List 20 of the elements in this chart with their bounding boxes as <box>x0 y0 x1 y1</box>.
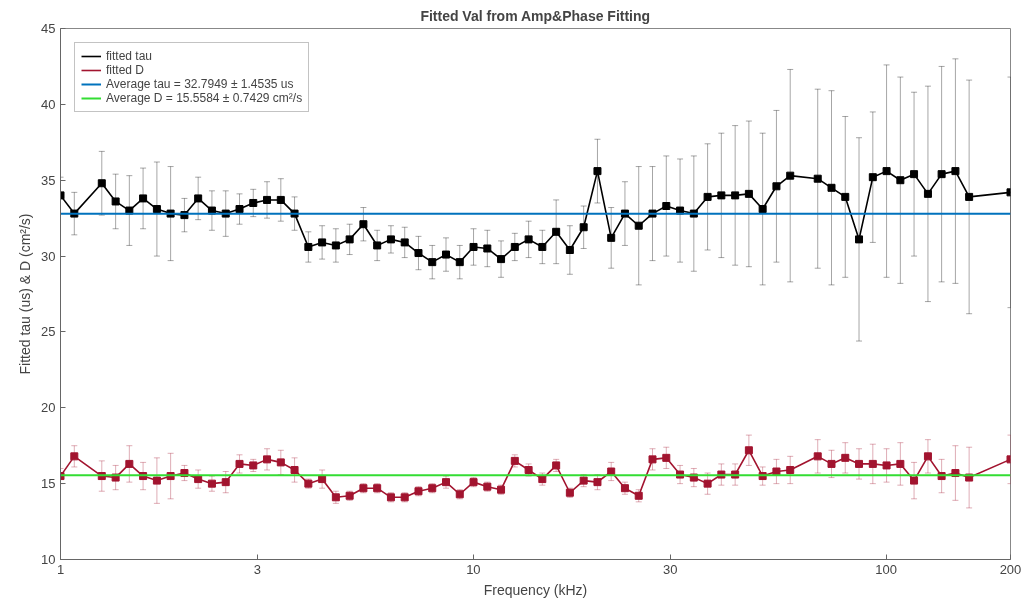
y-tick-label: 45 <box>41 21 56 36</box>
y-tick-label: 15 <box>41 476 56 492</box>
y-axis-title: Fitted tau (us) & D (cm²/s) <box>17 213 34 375</box>
y-tick-label: 25 <box>41 324 56 340</box>
x-tick-label: 3 <box>253 561 262 577</box>
y-tick-label: 30 <box>41 248 56 264</box>
chart-title: Fitted Val from Amp&Phase Fitting <box>420 7 651 24</box>
x-tick-label: 200 <box>999 561 1022 577</box>
x-tick-label: 100 <box>875 561 898 577</box>
legend-label: Average tau = 32.7949 ± 1.4535 us <box>106 77 294 91</box>
y-tick-label: 35 <box>41 172 56 188</box>
x-axis-title: Frequency (kHz) <box>483 581 588 598</box>
legend-label: fitted tau <box>106 49 153 63</box>
legend-label: Average D = 15.5584 ± 0.7429 cm²/s <box>106 91 303 105</box>
y-tick-label: 40 <box>41 96 56 112</box>
y-tick-label: 20 <box>41 400 56 416</box>
x-tick-label: 30 <box>663 561 678 577</box>
legend-label: fitted D <box>106 63 145 77</box>
x-tick-label: 10 <box>466 561 481 577</box>
x-tick-label: 1 <box>56 561 65 577</box>
